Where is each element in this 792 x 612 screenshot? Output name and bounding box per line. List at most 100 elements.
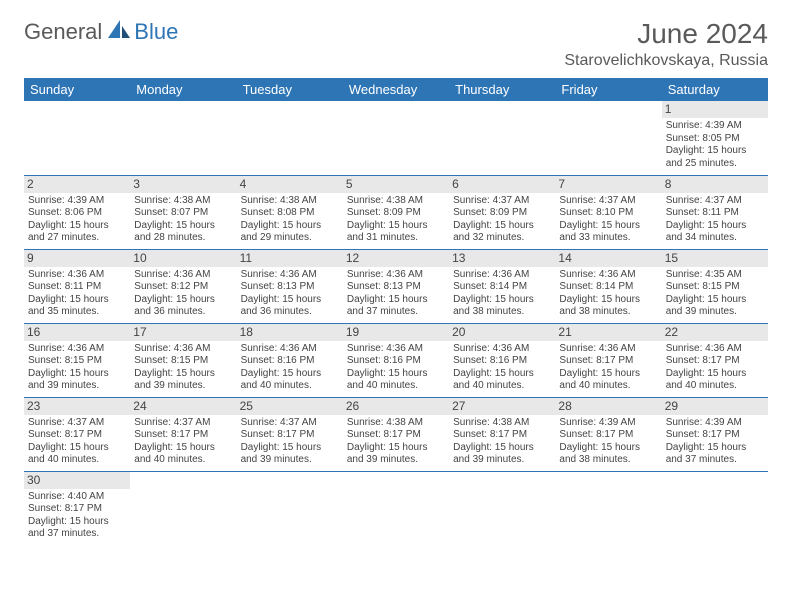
- sunrise-line: Sunrise: 4:38 AM: [453, 417, 551, 430]
- sunset-line: Sunset: 8:11 PM: [666, 207, 764, 220]
- sunrise-line: Sunrise: 4:37 AM: [28, 417, 126, 430]
- day-number: 30: [24, 472, 130, 489]
- calendar-day-cell: 10Sunrise: 4:36 AMSunset: 8:12 PMDayligh…: [130, 249, 236, 323]
- day-number: 21: [555, 324, 661, 341]
- sail-icon: [106, 18, 132, 45]
- day-number: 26: [343, 398, 449, 415]
- sunrise-line: Sunrise: 4:37 AM: [453, 195, 551, 208]
- day-number: 8: [662, 176, 768, 193]
- sunset-line: Sunset: 8:17 PM: [28, 429, 126, 442]
- calendar-day-cell: 19Sunrise: 4:36 AMSunset: 8:16 PMDayligh…: [343, 323, 449, 397]
- day-number: 9: [24, 250, 130, 267]
- sunset-line: Sunset: 8:16 PM: [241, 355, 339, 368]
- day-number: 10: [130, 250, 236, 267]
- sunset-line: Sunset: 8:08 PM: [241, 207, 339, 220]
- daylight-line: Daylight: 15 hours and 25 minutes.: [666, 145, 764, 170]
- sunset-line: Sunset: 8:09 PM: [347, 207, 445, 220]
- calendar-week-row: 23Sunrise: 4:37 AMSunset: 8:17 PMDayligh…: [24, 397, 768, 471]
- day-number: 28: [555, 398, 661, 415]
- day-number: 4: [237, 176, 343, 193]
- daylight-line: Daylight: 15 hours and 37 minutes.: [347, 294, 445, 319]
- calendar-day-cell: 11Sunrise: 4:36 AMSunset: 8:13 PMDayligh…: [237, 249, 343, 323]
- day-number: 5: [343, 176, 449, 193]
- sunrise-line: Sunrise: 4:35 AM: [666, 269, 764, 282]
- day-number: 19: [343, 324, 449, 341]
- sunset-line: Sunset: 8:17 PM: [134, 429, 232, 442]
- daylight-line: Daylight: 15 hours and 39 minutes.: [134, 368, 232, 393]
- day-number: 17: [130, 324, 236, 341]
- sunset-line: Sunset: 8:17 PM: [559, 355, 657, 368]
- sunset-line: Sunset: 8:17 PM: [241, 429, 339, 442]
- sunrise-line: Sunrise: 4:36 AM: [453, 269, 551, 282]
- sunset-line: Sunset: 8:17 PM: [559, 429, 657, 442]
- sunrise-line: Sunrise: 4:37 AM: [241, 417, 339, 430]
- sunset-line: Sunset: 8:17 PM: [666, 429, 764, 442]
- calendar-day-cell: 15Sunrise: 4:35 AMSunset: 8:15 PMDayligh…: [662, 249, 768, 323]
- calendar-body: 1Sunrise: 4:39 AMSunset: 8:05 PMDaylight…: [24, 101, 768, 545]
- daylight-line: Daylight: 15 hours and 38 minutes.: [559, 442, 657, 467]
- weekday-header: Tuesday: [237, 78, 343, 101]
- sunrise-line: Sunrise: 4:36 AM: [347, 343, 445, 356]
- day-number: 2: [24, 176, 130, 193]
- calendar-day-cell: 21Sunrise: 4:36 AMSunset: 8:17 PMDayligh…: [555, 323, 661, 397]
- sunrise-line: Sunrise: 4:36 AM: [559, 269, 657, 282]
- calendar-day-cell: 9Sunrise: 4:36 AMSunset: 8:11 PMDaylight…: [24, 249, 130, 323]
- sunset-line: Sunset: 8:15 PM: [28, 355, 126, 368]
- daylight-line: Daylight: 15 hours and 40 minutes.: [241, 368, 339, 393]
- title-block: June 2024 Starovelichkovskaya, Russia: [564, 18, 768, 70]
- sunset-line: Sunset: 8:14 PM: [453, 281, 551, 294]
- sunrise-line: Sunrise: 4:37 AM: [559, 195, 657, 208]
- day-number: 14: [555, 250, 661, 267]
- daylight-line: Daylight: 15 hours and 40 minutes.: [666, 368, 764, 393]
- sunset-line: Sunset: 8:09 PM: [453, 207, 551, 220]
- weekday-header: Wednesday: [343, 78, 449, 101]
- daylight-line: Daylight: 15 hours and 40 minutes.: [134, 442, 232, 467]
- calendar-day-cell: [449, 101, 555, 175]
- calendar-header-row: SundayMondayTuesdayWednesdayThursdayFrid…: [24, 78, 768, 101]
- calendar-day-cell: 17Sunrise: 4:36 AMSunset: 8:15 PMDayligh…: [130, 323, 236, 397]
- sunrise-line: Sunrise: 4:36 AM: [134, 343, 232, 356]
- calendar-day-cell: 20Sunrise: 4:36 AMSunset: 8:16 PMDayligh…: [449, 323, 555, 397]
- calendar-day-cell: 7Sunrise: 4:37 AMSunset: 8:10 PMDaylight…: [555, 175, 661, 249]
- daylight-line: Daylight: 15 hours and 39 minutes.: [241, 442, 339, 467]
- weekday-header: Sunday: [24, 78, 130, 101]
- daylight-line: Daylight: 15 hours and 29 minutes.: [241, 220, 339, 245]
- sunrise-line: Sunrise: 4:36 AM: [28, 269, 126, 282]
- sunrise-line: Sunrise: 4:36 AM: [453, 343, 551, 356]
- calendar-day-cell: 1Sunrise: 4:39 AMSunset: 8:05 PMDaylight…: [662, 101, 768, 175]
- calendar-day-cell: [555, 471, 661, 545]
- sunset-line: Sunset: 8:16 PM: [347, 355, 445, 368]
- weekday-header: Thursday: [449, 78, 555, 101]
- daylight-line: Daylight: 15 hours and 36 minutes.: [134, 294, 232, 319]
- calendar-day-cell: [555, 101, 661, 175]
- sunrise-line: Sunrise: 4:38 AM: [347, 417, 445, 430]
- brand-text-2: Blue: [134, 19, 178, 45]
- calendar-day-cell: 24Sunrise: 4:37 AMSunset: 8:17 PMDayligh…: [130, 397, 236, 471]
- daylight-line: Daylight: 15 hours and 40 minutes.: [453, 368, 551, 393]
- sunrise-line: Sunrise: 4:39 AM: [28, 195, 126, 208]
- calendar-day-cell: [130, 101, 236, 175]
- sunset-line: Sunset: 8:17 PM: [453, 429, 551, 442]
- calendar-day-cell: 6Sunrise: 4:37 AMSunset: 8:09 PMDaylight…: [449, 175, 555, 249]
- sunrise-line: Sunrise: 4:36 AM: [559, 343, 657, 356]
- day-number: 6: [449, 176, 555, 193]
- calendar-day-cell: 2Sunrise: 4:39 AMSunset: 8:06 PMDaylight…: [24, 175, 130, 249]
- daylight-line: Daylight: 15 hours and 39 minutes.: [28, 368, 126, 393]
- day-number: 22: [662, 324, 768, 341]
- sunset-line: Sunset: 8:17 PM: [666, 355, 764, 368]
- sunset-line: Sunset: 8:17 PM: [347, 429, 445, 442]
- weekday-header: Saturday: [662, 78, 768, 101]
- sunrise-line: Sunrise: 4:37 AM: [666, 195, 764, 208]
- day-number: 3: [130, 176, 236, 193]
- calendar-day-cell: 22Sunrise: 4:36 AMSunset: 8:17 PMDayligh…: [662, 323, 768, 397]
- brand-text-1: General: [24, 19, 102, 45]
- day-number: 25: [237, 398, 343, 415]
- daylight-line: Daylight: 15 hours and 36 minutes.: [241, 294, 339, 319]
- daylight-line: Daylight: 15 hours and 27 minutes.: [28, 220, 126, 245]
- daylight-line: Daylight: 15 hours and 38 minutes.: [559, 294, 657, 319]
- sunset-line: Sunset: 8:07 PM: [134, 207, 232, 220]
- day-number: 29: [662, 398, 768, 415]
- day-number: 11: [237, 250, 343, 267]
- calendar-day-cell: 26Sunrise: 4:38 AMSunset: 8:17 PMDayligh…: [343, 397, 449, 471]
- daylight-line: Daylight: 15 hours and 39 minutes.: [453, 442, 551, 467]
